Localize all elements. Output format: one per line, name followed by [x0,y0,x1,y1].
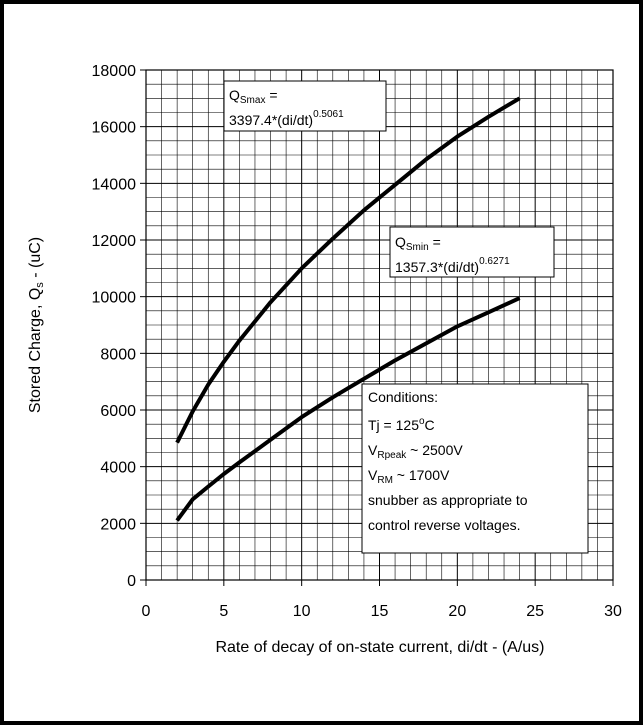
axis-ticks [140,69,614,586]
x-tick-label: 5 [219,603,228,620]
qsmin-box [389,226,555,278]
qsmin-annotation: QSmin = 1357.3*(di/dt)0.6271 [389,226,555,278]
qsmax-formula: 3397.4*(di/dt)0.5061 [229,109,344,128]
qsmin-formula: 1357.3*(di/dt)0.6271 [395,256,510,275]
qsmax-box [223,80,387,132]
x-tick-label: 25 [526,603,544,620]
y-tick-label: 10000 [92,290,137,307]
qsmax-label: QSmax = [229,87,278,106]
y-tick-label: 16000 [92,120,137,137]
y-axis-title: Stored Charge, Qs - (uC) [27,237,46,413]
x-tick-labels: 0 5 10 15 20 25 30 [142,603,622,620]
conditions-vrpeak: VRpeak ~ 2500V [368,442,463,461]
conditions-tj: Tj = 125oC [368,416,435,433]
conditions-line5: control reverse voltages. [368,517,521,533]
y-tick-label: 12000 [92,233,137,250]
x-tick-label: 30 [604,603,622,620]
series-line-qsmax [175,96,521,444]
series-layer [175,96,521,522]
qsmax-annotation: QSmax = 3397.4*(di/dt)0.5061 [223,80,387,132]
conditions-line4: snubber as appropriate to [368,492,528,508]
y-tick-labels: 0 2000 4000 6000 8000 10000 12000 14000 16000 180… [92,63,137,590]
y-tick-label: 14000 [92,176,137,193]
x-axis-title: Rate of decay of on-state current, di/dt… [215,639,544,656]
conditions-title: Conditions: [368,389,438,405]
x-tick-label: 10 [293,603,311,620]
conditions-annotation: Conditions: Tj = 125oC VRpeak ~ 2500V VR… [361,383,589,554]
x-tick-label: 0 [142,603,151,620]
conditions-vrm: VRM ~ 1700V [368,467,450,486]
y-tick-label: 18000 [92,63,137,80]
series-line-qsmin [175,296,521,522]
y-tick-label: 4000 [100,460,136,477]
qsmin-label: QSmin = [395,234,441,253]
y-tick-label: 6000 [100,403,136,420]
y-tick-label: 2000 [100,516,136,533]
x-tick-label: 15 [371,603,389,620]
y-tick-label: 8000 [100,346,136,363]
x-tick-label: 20 [448,603,466,620]
y-tick-label: 0 [127,573,136,590]
conditions-box [361,383,589,554]
